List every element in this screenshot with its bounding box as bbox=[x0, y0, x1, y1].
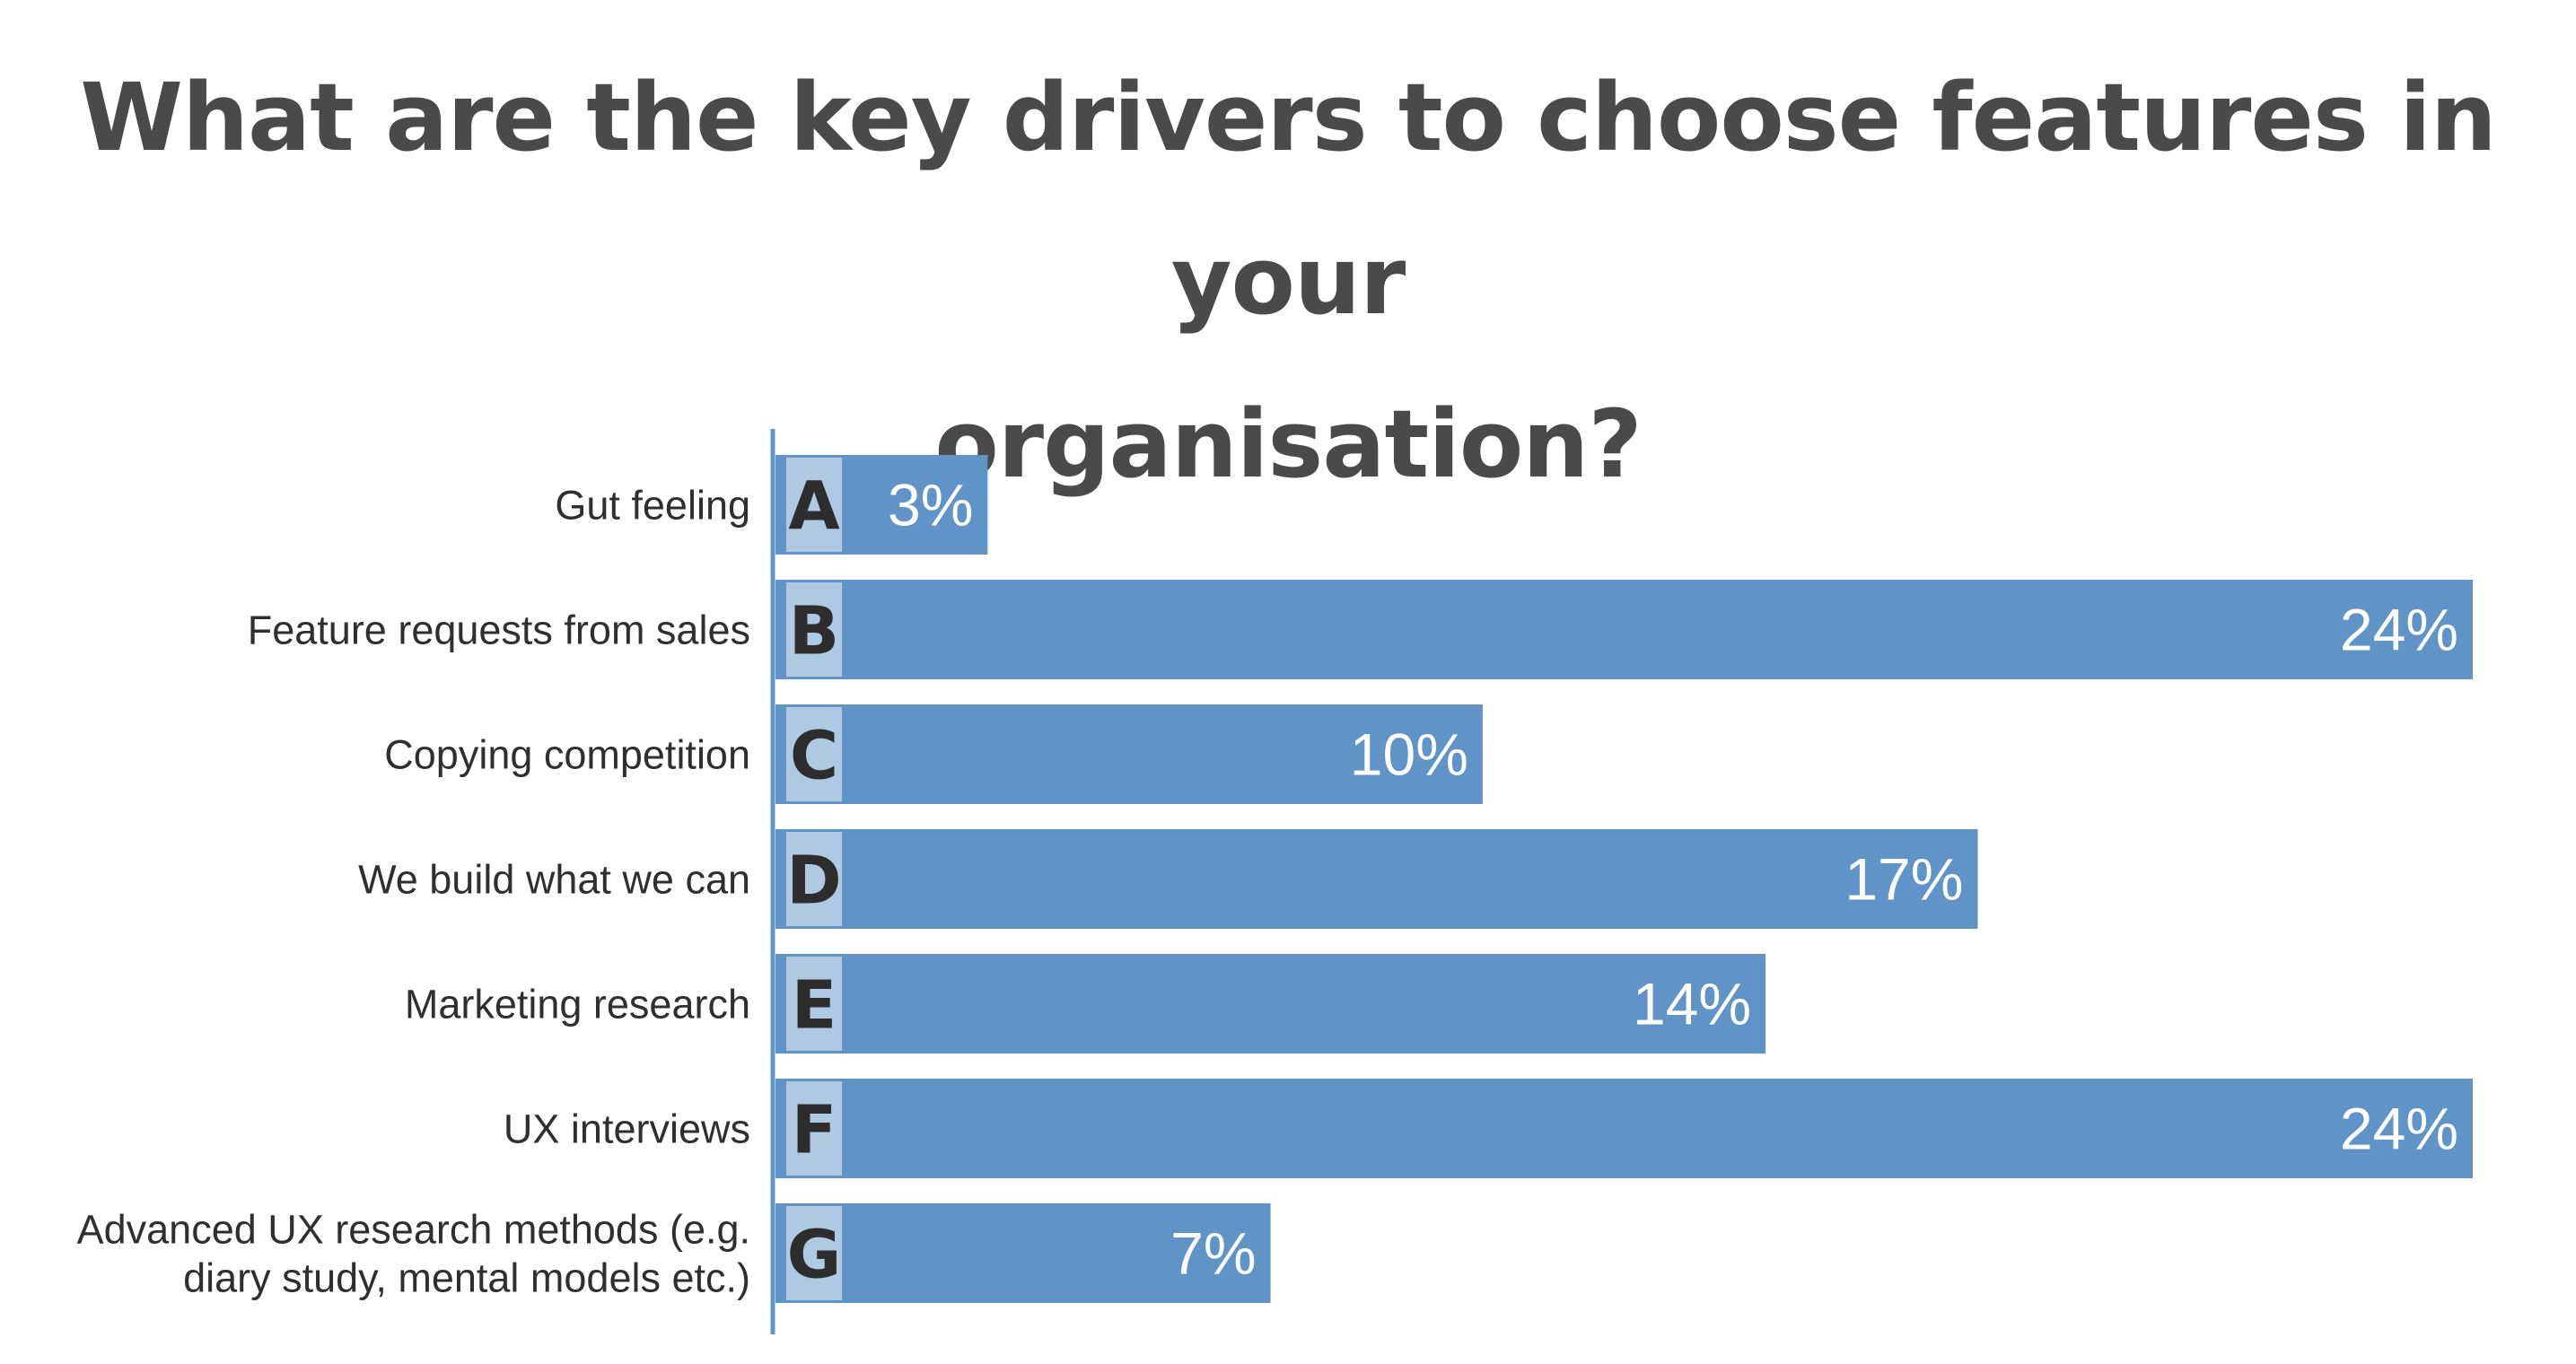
letter-box-c bbox=[786, 707, 842, 801]
letter-box-f bbox=[786, 1081, 842, 1176]
category-label-line: Feature requests from sales bbox=[248, 608, 750, 653]
category-label-line: We build what we can bbox=[358, 857, 750, 903]
bar-letter-b: B bbox=[789, 593, 839, 670]
category-label-line: diary study, mental models etc.) bbox=[183, 1255, 750, 1301]
bar-f bbox=[775, 1079, 2473, 1178]
letter-box-g bbox=[786, 1206, 842, 1300]
value-label-d: 17% bbox=[1844, 846, 1963, 913]
category-label-b: Feature requests from sales bbox=[248, 608, 750, 653]
chart-title-line-1: What are the key drivers to choose featu… bbox=[80, 63, 2497, 336]
chart-title-line-2: organisation? bbox=[934, 389, 1642, 499]
letter-box-b bbox=[786, 582, 842, 677]
bar-letter-g: G bbox=[787, 1217, 842, 1294]
category-label-line: Marketing research bbox=[405, 982, 750, 1027]
bar-d bbox=[775, 829, 1978, 929]
bar-letter-f: F bbox=[792, 1092, 837, 1169]
bar-b bbox=[775, 580, 2473, 679]
value-label-g: 7% bbox=[1170, 1220, 1256, 1287]
category-label-f: UX interviews bbox=[504, 1106, 750, 1152]
category-label-line: Gut feeling bbox=[555, 483, 750, 529]
value-label-f: 24% bbox=[2340, 1096, 2458, 1162]
category-label-g: Advanced UX research methods (e.g.diary … bbox=[77, 1207, 750, 1301]
value-label-a: 3% bbox=[888, 472, 973, 538]
category-label-line: Copying competition bbox=[384, 732, 750, 778]
bar-e bbox=[775, 954, 1766, 1054]
bar-c bbox=[775, 704, 1483, 804]
value-label-b: 24% bbox=[2340, 597, 2458, 663]
letter-box-d bbox=[786, 832, 842, 926]
category-label-c: Copying competition bbox=[384, 732, 750, 778]
letter-box-a bbox=[786, 458, 842, 552]
category-label-a: Gut feeling bbox=[555, 483, 750, 529]
letter-box-e bbox=[786, 957, 842, 1051]
category-label-e: Marketing research bbox=[405, 982, 750, 1027]
bar-letter-e: E bbox=[792, 967, 837, 1045]
chart-title: What are the key drivers to choose featu… bbox=[0, 36, 2576, 526]
category-label-d: We build what we can bbox=[358, 857, 750, 903]
category-label-line: Advanced UX research methods (e.g. bbox=[77, 1207, 750, 1253]
value-label-c: 10% bbox=[1350, 721, 1468, 788]
bar-letter-c: C bbox=[790, 718, 838, 795]
value-label-e: 14% bbox=[1633, 971, 1751, 1037]
bar-g bbox=[775, 1203, 1271, 1303]
category-label-line: UX interviews bbox=[504, 1106, 750, 1152]
bar-letter-d: D bbox=[786, 843, 841, 920]
bars-group: A 3% Gut feeling B 24% Feature requests from … bbox=[77, 455, 2473, 1303]
bar-letter-a: A bbox=[788, 468, 839, 546]
